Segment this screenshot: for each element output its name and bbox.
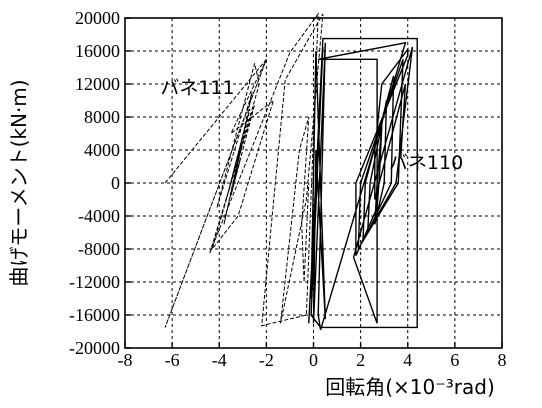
y-tick-label: -16000 [69,305,120,325]
y-tick-label: 12000 [75,74,120,94]
annotation-label: バネ111 [160,77,234,99]
x-tick-label: 0 [309,350,318,370]
x-tick-label: 4 [403,350,412,370]
hysteresis-series-1 [164,12,324,328]
x-tick-label: -2 [259,350,274,370]
x-tick-label: -4 [212,350,227,370]
y-tick-label: 16000 [75,41,120,61]
x-tick-label: 6 [450,350,459,370]
plot-series [164,12,418,331]
axis-ticks: -8 -6 -4 -2 0 2 4 6 8 20000 16000 12000 8000 4000 0 -40… [69,8,507,370]
annotation-label: バネ110 [389,152,463,174]
y-axis-label: 曲げモーメント(kN·m) [7,79,31,286]
hysteresis-series-2 [308,37,418,331]
y-tick-label: 20000 [75,8,120,28]
x-axis-label: 回転角(×10⁻³rad) [325,375,495,399]
y-tick-label: 0 [111,173,120,193]
x-tick-label: 8 [498,350,507,370]
y-tick-label: -4000 [78,206,120,226]
x-tick-label: -6 [165,350,180,370]
y-tick-label: 4000 [84,140,120,160]
y-tick-label: -20000 [69,338,120,358]
x-tick-label: -8 [118,350,133,370]
y-tick-label: -12000 [69,272,120,292]
y-tick-label: 8000 [84,107,120,127]
x-tick-label: 2 [356,350,365,370]
y-tick-label: -8000 [78,239,120,259]
annotations: バネ111 バネ110 [160,77,463,174]
